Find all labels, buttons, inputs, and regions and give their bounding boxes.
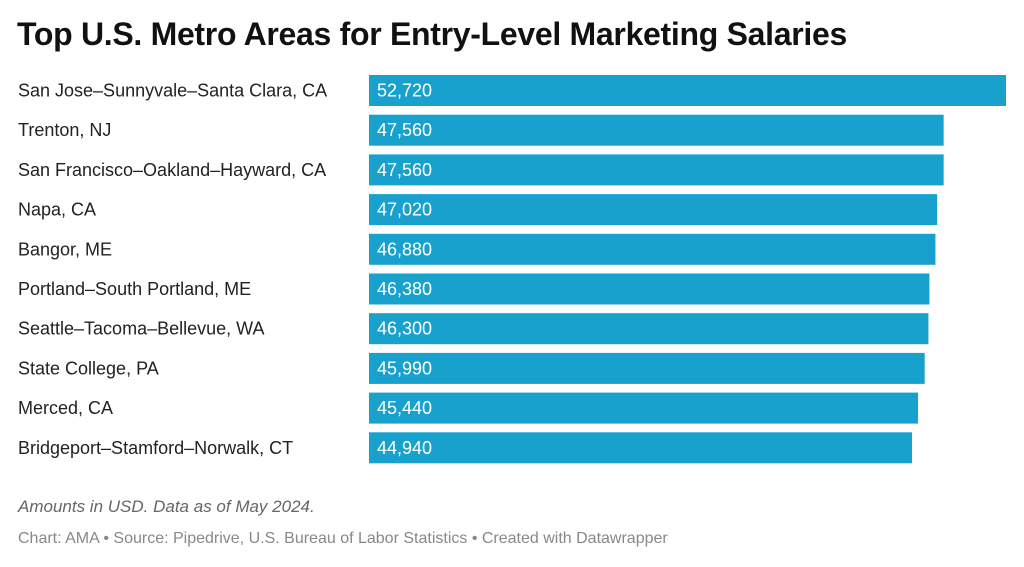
bar bbox=[369, 273, 930, 305]
category-label: San Francisco–Oakland–Hayward, CA bbox=[18, 160, 326, 180]
value-label: 47,560 bbox=[377, 160, 432, 180]
bar bbox=[369, 392, 919, 424]
bar bbox=[369, 313, 929, 345]
chart-title: Top U.S. Metro Areas for Entry-Level Mar… bbox=[17, 16, 847, 52]
bar bbox=[369, 194, 938, 226]
bar bbox=[369, 233, 936, 265]
category-label: San Jose–Sunnyvale–Santa Clara, CA bbox=[18, 81, 327, 101]
bar bbox=[369, 154, 944, 186]
value-label: 45,440 bbox=[377, 398, 432, 418]
bar bbox=[369, 432, 912, 464]
value-label: 45,990 bbox=[377, 358, 432, 378]
value-label: 46,380 bbox=[377, 279, 432, 299]
value-label: 47,560 bbox=[377, 120, 432, 140]
category-label: Seattle–Tacoma–Bellevue, WA bbox=[18, 319, 264, 339]
chart-footer: Chart: AMA • Source: Pipedrive, U.S. Bur… bbox=[18, 530, 668, 547]
bar bbox=[369, 75, 1006, 106]
category-label: Bridgeport–Stamford–Norwalk, CT bbox=[18, 438, 293, 458]
value-label: 46,300 bbox=[377, 319, 432, 339]
value-label: 44,940 bbox=[377, 438, 432, 458]
category-label: Bangor, ME bbox=[18, 239, 112, 259]
category-label: Portland–South Portland, ME bbox=[18, 279, 251, 299]
category-label: Trenton, NJ bbox=[18, 120, 111, 140]
category-label: Merced, CA bbox=[18, 398, 113, 418]
value-label: 46,880 bbox=[377, 239, 432, 259]
bar-chart: San Jose–Sunnyvale–Santa Clara, CA 52,720… bbox=[18, 75, 1006, 464]
value-label: 52,720 bbox=[377, 81, 432, 101]
bar bbox=[369, 352, 925, 384]
category-label: Napa, CA bbox=[18, 200, 96, 220]
category-label: State College, PA bbox=[18, 358, 159, 378]
value-label: 47,020 bbox=[377, 200, 432, 220]
bar bbox=[369, 114, 944, 146]
chart-notes: Amounts in USD. Data as of May 2024. bbox=[18, 497, 315, 516]
